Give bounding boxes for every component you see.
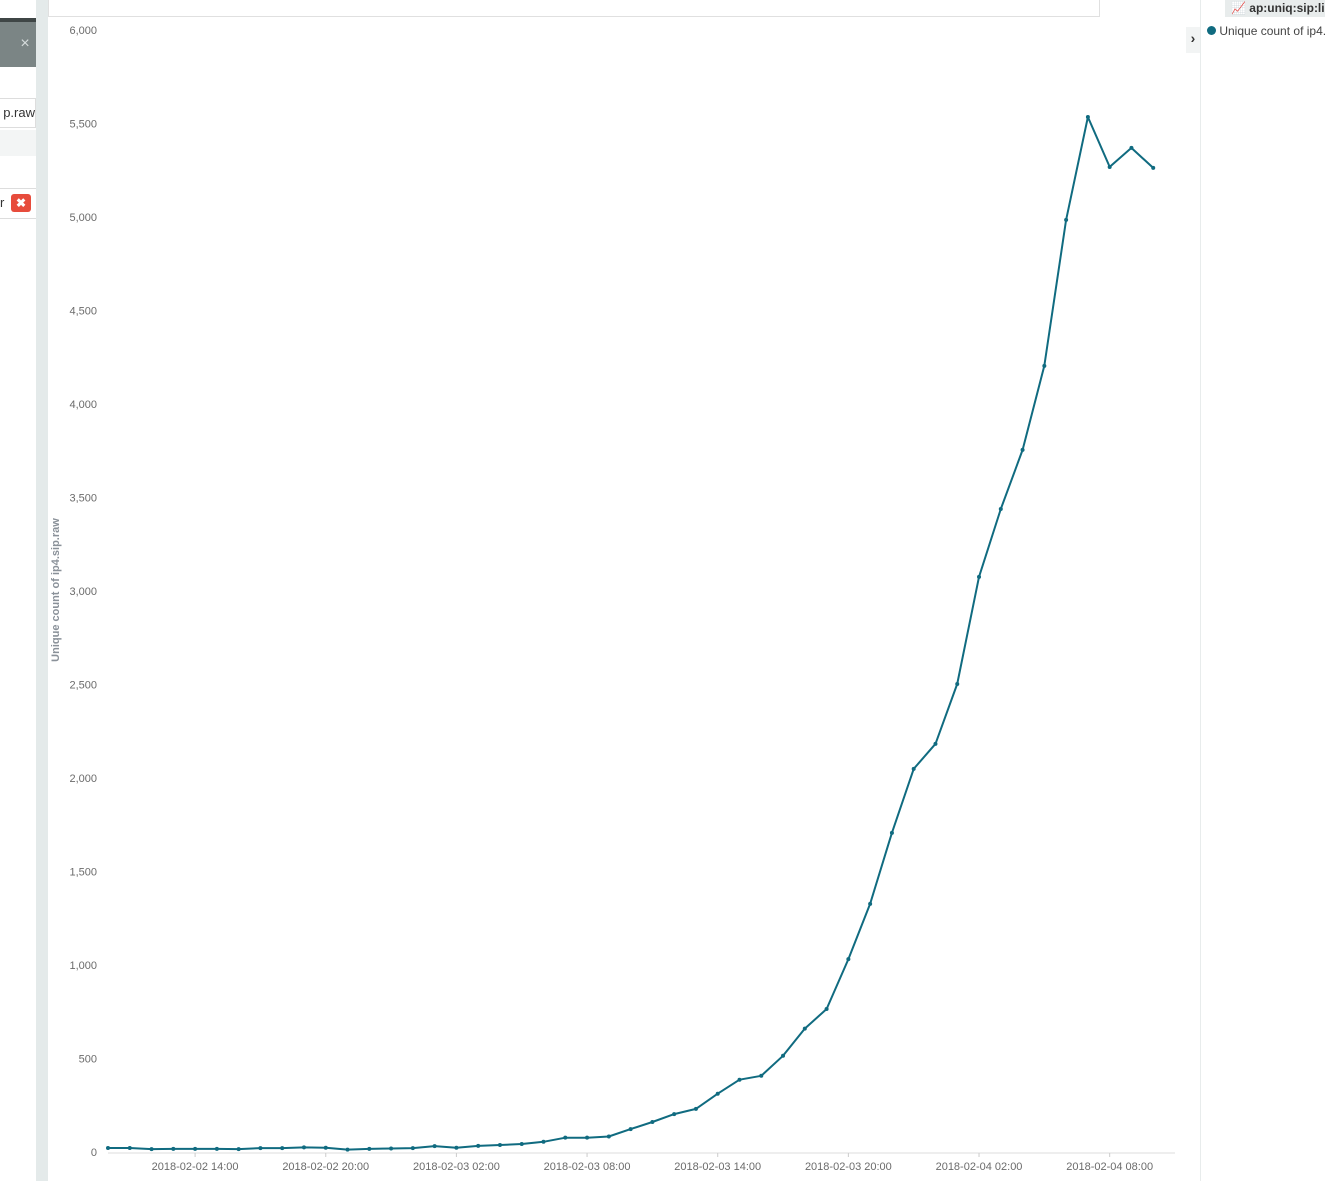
data-point	[585, 1135, 590, 1140]
splitter[interactable]	[36, 0, 48, 1181]
sidebar-header: ×	[0, 18, 36, 67]
data-point	[1020, 447, 1025, 452]
y-tick-label: 4,500	[69, 305, 97, 317]
data-point	[846, 957, 851, 962]
legend-title-box: 📈 ap:uniq:sip:li	[1225, 0, 1325, 17]
data-point	[345, 1147, 350, 1152]
data-point	[650, 1119, 655, 1124]
data-point	[454, 1145, 459, 1150]
y-tick-label: 500	[79, 1053, 97, 1065]
query-box[interactable]	[48, 0, 1100, 17]
x-tick-label: 2018-02-03 02:00	[413, 1161, 500, 1173]
data-point	[106, 1145, 110, 1150]
x-tick-label: 2018-02-02 20:00	[282, 1161, 369, 1173]
item-text: r	[0, 195, 5, 210]
data-point	[933, 741, 938, 746]
data-point	[171, 1146, 176, 1151]
data-point	[214, 1146, 219, 1151]
x-tick-label: 2018-02-02 14:00	[152, 1161, 239, 1173]
y-tick-label: 5,500	[69, 118, 97, 130]
legend-item[interactable]: Unique count of ip4.	[1207, 24, 1325, 38]
data-point	[1151, 165, 1156, 170]
y-tick-label: 6,000	[69, 25, 97, 37]
y-tick-label: 0	[91, 1147, 97, 1159]
y-tick-label: 5,000	[69, 212, 97, 224]
data-point	[541, 1139, 546, 1144]
y-tick-label: 3,000	[69, 586, 97, 598]
legend-toggle[interactable]: ›	[1186, 27, 1200, 53]
data-point	[737, 1077, 742, 1082]
data-point	[258, 1146, 263, 1151]
data-point	[280, 1146, 285, 1151]
data-point	[367, 1146, 372, 1151]
legend-panel: 📈 ap:uniq:sip:li Unique count of ip4.	[1200, 0, 1325, 1181]
legend-title: ap:uniq:sip:li	[1249, 1, 1325, 15]
y-tick-label: 3,500	[69, 492, 97, 504]
data-point	[301, 1145, 306, 1150]
y-tick-label: 1,500	[69, 866, 97, 878]
y-tick-label: 2,000	[69, 773, 97, 785]
y-tick-label: 1,000	[69, 960, 97, 972]
data-point	[868, 901, 873, 906]
section-bar	[0, 130, 36, 156]
data-point	[672, 1112, 677, 1117]
data-point	[759, 1073, 764, 1078]
data-point	[628, 1127, 633, 1132]
chart: Unique count of ip4.sip.raw 0 500 1,000 1,5…	[50, 25, 1175, 1173]
item-row: r ✖	[0, 188, 36, 219]
data-point	[802, 1026, 807, 1031]
data-point	[781, 1053, 786, 1058]
x-tick-label: 2018-02-04 08:00	[1066, 1161, 1153, 1173]
data-point	[236, 1147, 241, 1152]
y-axis-label: Unique count of ip4.sip.raw	[50, 518, 62, 662]
data-point	[606, 1134, 611, 1139]
sidebar: × p.raw r ✖	[0, 0, 36, 1181]
data-point	[1042, 363, 1047, 368]
data-point	[1107, 164, 1112, 169]
data-point	[149, 1147, 154, 1152]
data-point	[1085, 115, 1090, 120]
y-tick-label: 2,500	[69, 679, 97, 691]
data-point	[955, 682, 960, 687]
data-point	[323, 1145, 328, 1150]
data-point	[1064, 217, 1069, 222]
data-point	[410, 1146, 415, 1151]
x-tick-label: 2018-02-03 14:00	[674, 1161, 761, 1173]
data-point	[127, 1145, 132, 1150]
data-point	[1129, 145, 1134, 150]
data-point	[824, 1007, 829, 1012]
data-point	[193, 1146, 198, 1151]
field-box[interactable]: p.raw	[0, 98, 36, 128]
data-point	[519, 1142, 524, 1147]
data-point	[563, 1135, 568, 1140]
data-point	[977, 574, 982, 579]
legend-swatch	[1207, 26, 1216, 35]
data-point	[715, 1091, 720, 1096]
remove-button[interactable]: ✖	[11, 194, 31, 212]
data-point	[889, 830, 894, 835]
data-point	[911, 766, 916, 771]
data-point	[432, 1144, 437, 1149]
x-tick-label: 2018-02-03 20:00	[805, 1161, 892, 1173]
data-point	[497, 1142, 502, 1147]
data-point	[693, 1106, 698, 1111]
data-point	[476, 1143, 481, 1148]
data-point	[389, 1146, 394, 1151]
legend-label: Unique count of ip4.	[1219, 24, 1325, 38]
series-line	[108, 116, 1154, 1151]
y-tick-label: 4,000	[69, 399, 97, 411]
x-tick-label: 2018-02-04 02:00	[936, 1161, 1023, 1173]
data-point	[998, 506, 1003, 511]
x-tick-label: 2018-02-03 08:00	[544, 1161, 631, 1173]
